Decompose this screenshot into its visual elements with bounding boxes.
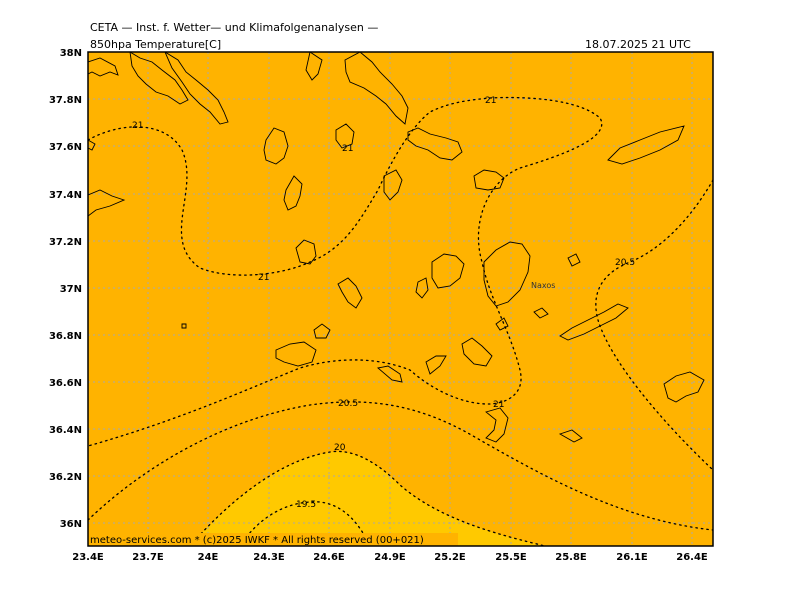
folegandros-outline [377, 365, 403, 383]
iraklia-outline [495, 317, 509, 331]
gyaros-outline [335, 123, 355, 149]
serifos-outline [295, 239, 317, 265]
lon-tick-label: 23.7E [132, 552, 164, 563]
lon-tick-label: 25.5E [495, 552, 527, 563]
lon-tick-label: 25.2E [434, 552, 466, 563]
field-20-21 [88, 52, 713, 546]
saronic-coast [88, 189, 126, 217]
isotherm-21-west [88, 96, 603, 447]
small-islet [181, 323, 187, 329]
paros-outline [431, 253, 465, 289]
latitude-axis: 38N 37.8N 37.6N 37.4N 37.2N 37N 36.8N 36… [49, 48, 82, 530]
lon-tick-label: 25.8E [555, 552, 587, 563]
isotherms [88, 96, 713, 546]
isotherm-labels: 21 21 21 21 21 20.5 20.5 20 19.5 [132, 96, 635, 510]
amorgos-outline [559, 303, 629, 341]
kea-outline [263, 127, 289, 165]
valid-time: 18.07.2025 21 UTC [585, 38, 691, 51]
longitude-axis: 23.4E 23.7E 24E 24.3E 24.6E 24.9E 25.2E … [72, 552, 708, 563]
graticule [88, 52, 713, 546]
lat-tick-label: 38N [60, 48, 82, 59]
lon-tick-label: 23.4E [72, 552, 104, 563]
lat-tick-label: 37N [60, 284, 82, 295]
lon-tick-label: 26.4E [676, 552, 708, 563]
place-label-athens: Athen [128, 43, 152, 52]
lat-tick-label: 37.4N [49, 190, 82, 201]
isotherm-21-east [595, 179, 713, 471]
andros-outline [344, 52, 409, 125]
isotherm-label: 19.5 [296, 500, 316, 510]
sifnos-outline [337, 277, 363, 309]
lat-tick-label: 36.2N [49, 472, 82, 483]
mykonos-outline [473, 169, 505, 191]
kythnos-outline [283, 175, 303, 211]
lon-tick-label: 26.1E [616, 552, 648, 563]
isotherm-label: 21 [342, 144, 353, 154]
isotherm-20 [189, 450, 546, 546]
lat-tick-label: 36.8N [49, 331, 82, 342]
milos-outline [275, 341, 317, 367]
koufonisia-outline [533, 307, 549, 319]
lon-tick-label: 24.3E [253, 552, 285, 563]
euboea-east-coast [164, 52, 229, 125]
lon-tick-label: 24E [198, 552, 219, 563]
map-frame [87, 51, 714, 547]
footer-credit: meteo-services.com * (c)2025 IWKF * All … [90, 535, 424, 546]
lat-tick-label: 37.6N [49, 142, 82, 153]
isotherm-label: 20.5 [615, 258, 635, 268]
attica-coast [88, 57, 119, 77]
sikinos-outline [425, 355, 447, 375]
euboea-coast [129, 52, 189, 105]
andros-west [305, 52, 323, 81]
isotherm-label: 21 [132, 121, 143, 131]
lon-tick-label: 24.9E [374, 552, 406, 563]
lat-tick-label: 36.6N [49, 378, 82, 389]
isotherm-19-5 [239, 501, 371, 546]
lat-tick-label: 37.2N [49, 237, 82, 248]
isotherm-label: 21 [258, 273, 269, 283]
ikaria-outline [607, 125, 685, 165]
santorini-outline [485, 407, 509, 443]
isotherm-label: 20.5 [338, 399, 358, 409]
coastlines [88, 52, 705, 443]
lat-tick-label: 36.4N [49, 425, 82, 436]
isotherm-label: 21 [485, 96, 496, 106]
attica-south-coast [88, 139, 96, 151]
footer-band [88, 533, 458, 546]
lat-tick-label: 36N [60, 519, 82, 530]
field-19-20 [190, 451, 545, 546]
naxos-outline [483, 241, 531, 307]
isotherm-label: 21 [493, 400, 504, 410]
isotherm-label: 20 [334, 443, 346, 453]
tinos-outline [407, 127, 463, 161]
ios-outline [461, 337, 493, 367]
institute-title: CETA — Inst. f. Wetter— und Klimafolgena… [90, 21, 379, 34]
syros-outline [383, 169, 403, 201]
kimolos-outline [313, 323, 331, 339]
parameter-title: 850hpa Temperature[C] [90, 38, 222, 51]
lat-tick-label: 37.8N [49, 95, 82, 106]
isotherm-20-5 [88, 401, 713, 531]
donousa-outline [567, 253, 581, 267]
astypalea-outline [663, 371, 705, 403]
anafi-outline [558, 429, 583, 443]
lon-tick-label: 24.6E [313, 552, 345, 563]
place-label-naxos: Naxos [531, 281, 555, 290]
antiparos-outline [415, 277, 429, 299]
